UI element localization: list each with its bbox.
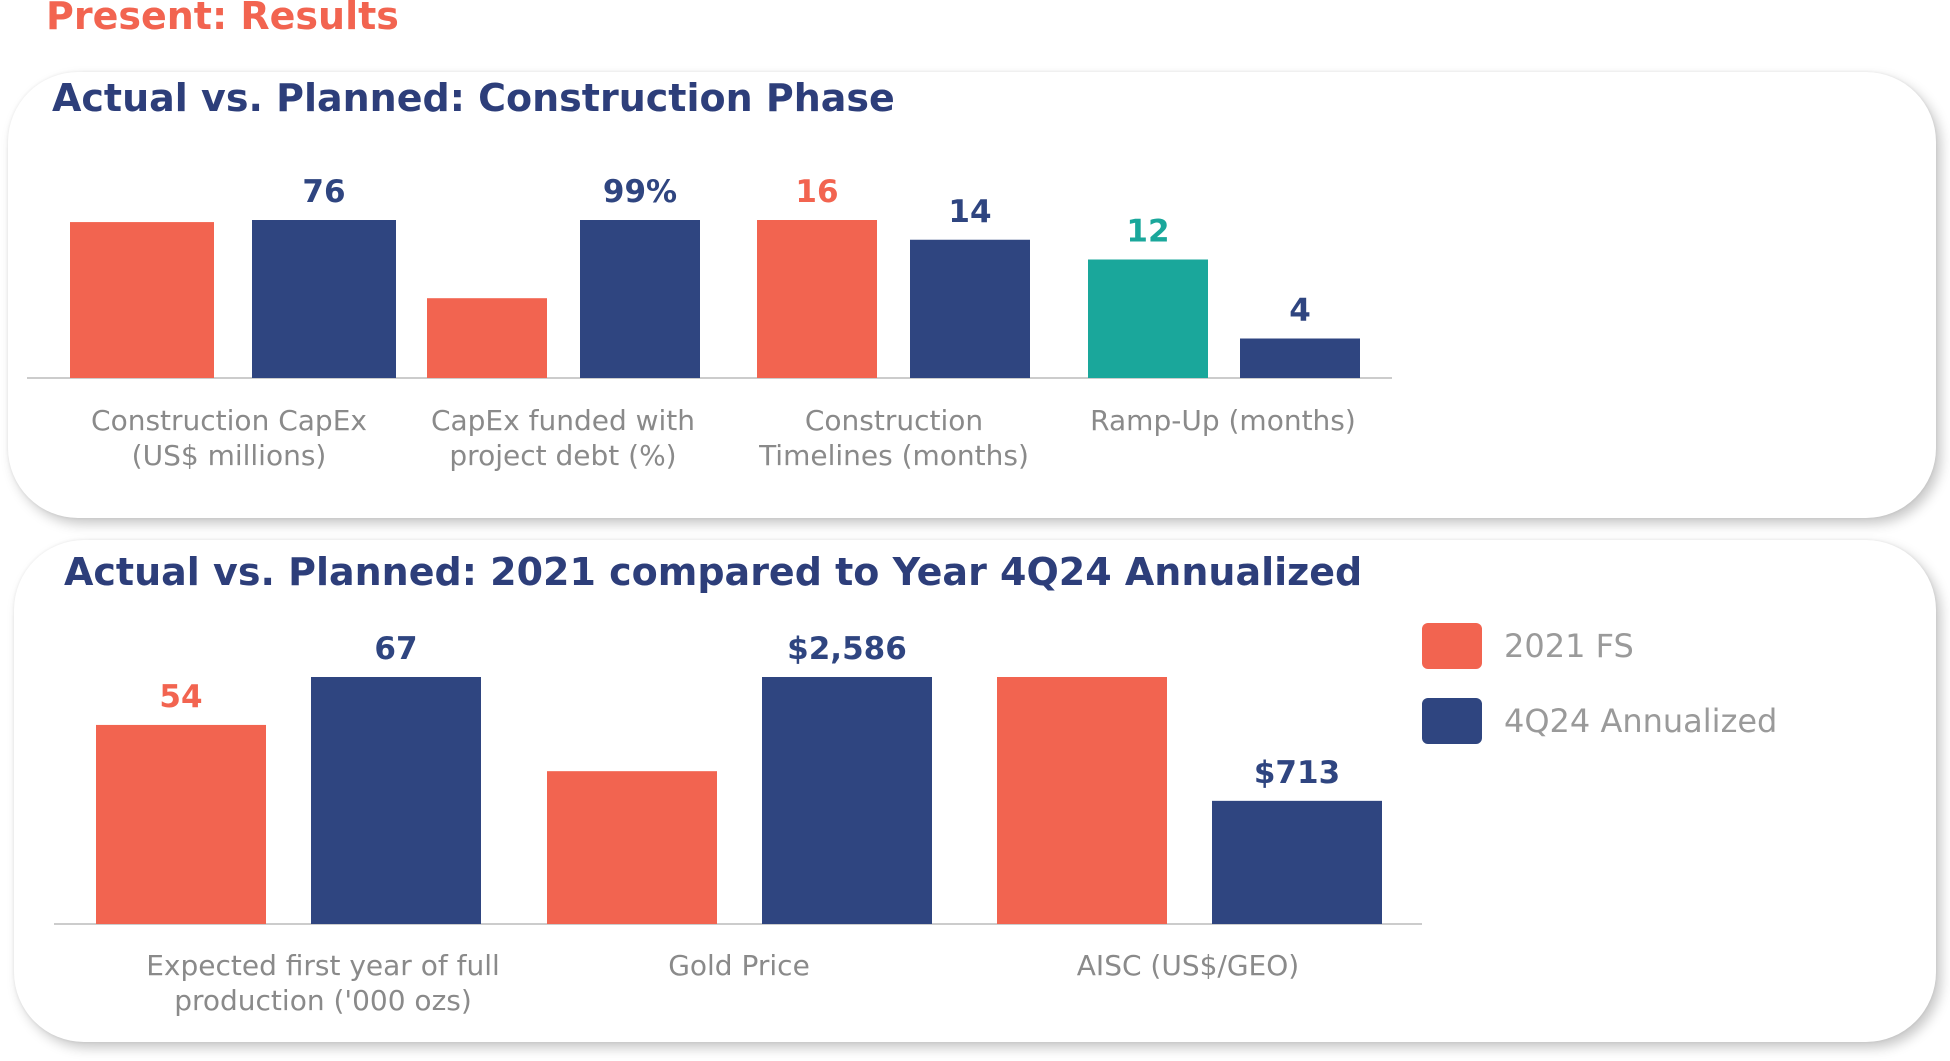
- construction-category-label: Ramp-Up (months): [1090, 404, 1356, 437]
- annualized-category-label: Expected first year of full: [146, 949, 500, 982]
- annualized-data-label: $2,586: [787, 631, 907, 667]
- annualized-category-label: AISC (US$/GEO): [1077, 949, 1299, 982]
- construction-category-label: Timelines (months): [758, 439, 1029, 472]
- construction-bar-actual-3: [1240, 338, 1360, 378]
- annualized-bar-actual-2: [1212, 800, 1382, 924]
- construction-data-label: 99%: [603, 174, 677, 210]
- construction-data-label: 76: [302, 174, 345, 210]
- annualized-category-label: production ('000 ozs): [174, 984, 472, 1017]
- annualized-bar-actual-0: [311, 677, 481, 924]
- legend-item-4q24-annualized: 4Q24 Annualized: [1422, 698, 1777, 744]
- annualized-data-label: 54: [159, 679, 202, 715]
- annualized-bar-fs-2: [997, 677, 1167, 924]
- construction-data-label: 16: [795, 174, 838, 210]
- construction-bar-fs-1: [427, 298, 547, 378]
- construction-data-label: 4: [1289, 293, 1311, 329]
- construction-bar-fs-2: [757, 220, 877, 378]
- annualized-bar-fs-1: [547, 771, 717, 924]
- annualized-category-label: Gold Price: [668, 949, 810, 982]
- page-title: Present: Results: [46, 0, 399, 38]
- legend-label: 4Q24 Annualized: [1504, 702, 1778, 740]
- legend-item-2021-fs: 2021 FS: [1422, 623, 1634, 669]
- legend-swatch: [1422, 623, 1482, 669]
- annualized-bar-fs-0: [96, 724, 266, 924]
- construction-bar-fs-0: [70, 222, 214, 378]
- construction-category-label: project debt (%): [449, 439, 676, 472]
- construction-chart-title: Actual vs. Planned: Construction Phase: [52, 76, 895, 120]
- construction-data-label: 12: [1126, 214, 1169, 250]
- annualized-chart-title: Actual vs. Planned: 2021 compared to Yea…: [64, 550, 1363, 594]
- construction-category-label: Construction CapEx: [91, 404, 367, 437]
- construction-bar-fs-3: [1088, 259, 1208, 378]
- construction-category-label: CapEx funded with: [431, 404, 695, 437]
- construction-data-label: 14: [948, 194, 991, 230]
- legend-swatch: [1422, 698, 1482, 744]
- construction-category-label: Construction: [805, 404, 983, 437]
- construction-bar-actual-2: [910, 239, 1030, 378]
- construction-category-label: (US$ millions): [132, 439, 327, 472]
- annualized-data-label: 67: [374, 631, 417, 667]
- annualized-bar-actual-1: [762, 677, 932, 924]
- construction-bar-actual-0: [252, 220, 396, 378]
- construction-bar-actual-1: [580, 220, 700, 378]
- annualized-data-label: $713: [1254, 755, 1340, 791]
- legend-label: 2021 FS: [1504, 627, 1634, 665]
